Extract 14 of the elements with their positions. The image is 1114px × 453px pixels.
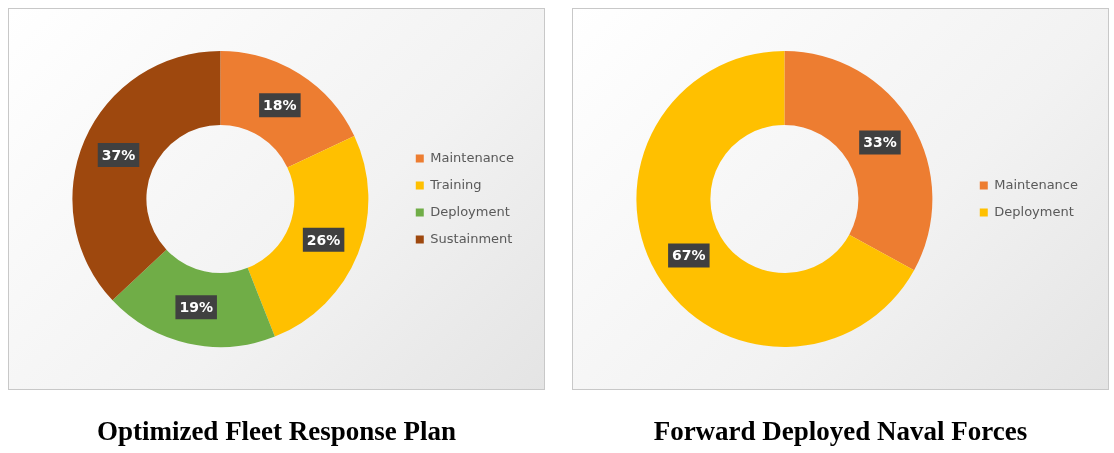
- text: Forward Deployed Naval Forces: [652, 416, 1029, 447]
- data-label: 26%: [306, 231, 341, 248]
- legend-label: Deployment: [430, 203, 510, 219]
- data-label: 67%: [672, 247, 706, 264]
- legend-label: Maintenance: [994, 176, 1079, 192]
- data-label: 33%: [863, 134, 897, 151]
- data-label: 37%: [101, 146, 136, 163]
- data-label: 18%: [263, 96, 297, 113]
- legend-label: Sustainment: [430, 230, 513, 246]
- legend-label: Training: [429, 176, 482, 192]
- legend-label: Maintenance: [430, 149, 515, 165]
- legend-label: Deployment: [994, 203, 1074, 219]
- data-label: 19%: [179, 298, 213, 315]
- text: Optimized Fleet Response Plan: [95, 416, 458, 447]
